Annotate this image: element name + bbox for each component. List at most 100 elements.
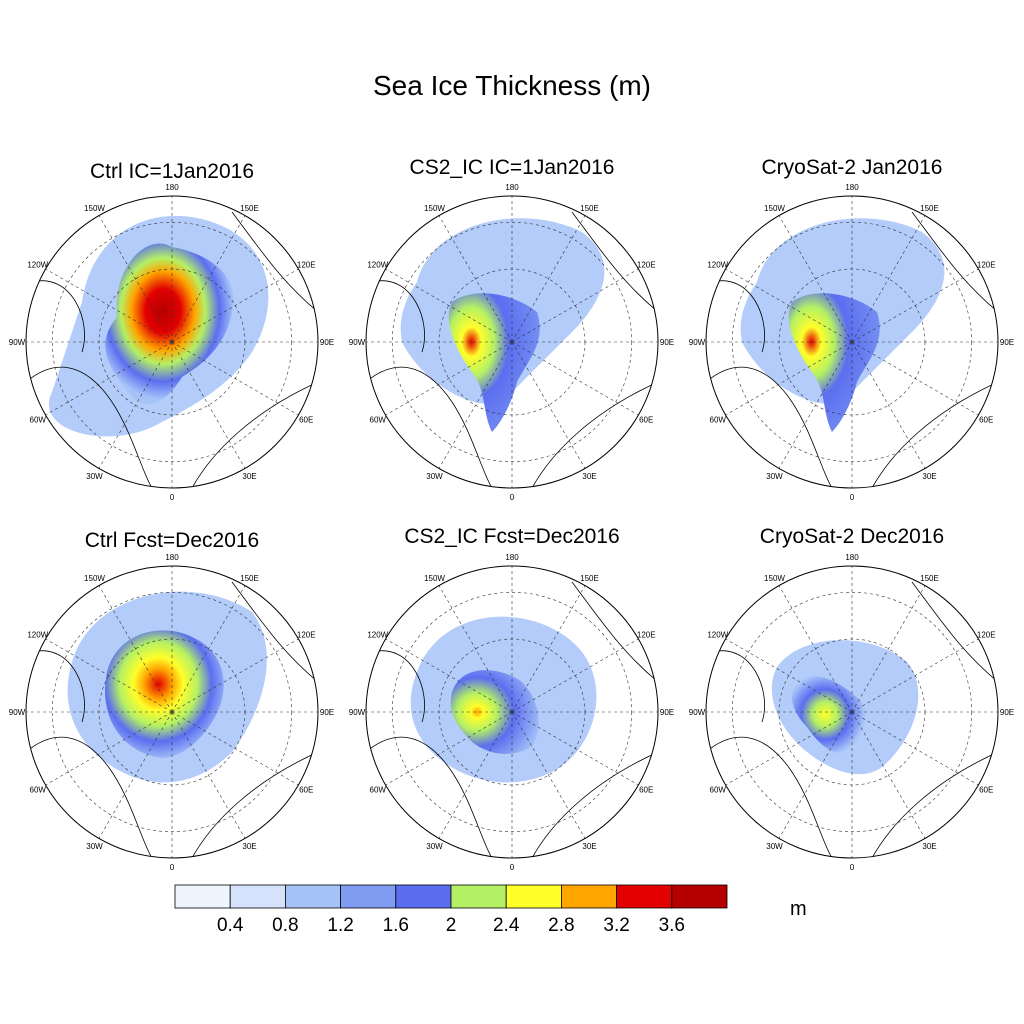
polar-map-2: 180 150E 120E 90E 60E 30E 0 30W 60W 90W 120W 150W [349,183,674,502]
longitude-label: 30W [766,472,783,481]
longitude-label: 150W [424,574,445,583]
longitude-label: 150W [424,204,445,213]
longitude-label: 60E [299,416,313,425]
coastline-siberia [231,211,318,313]
longitude-label: 180 [165,553,179,562]
meridian-line [851,215,926,343]
longitude-label: 0 [510,493,515,502]
meridian-line [511,341,586,469]
colorbar-swatch [395,884,452,909]
longitude-label: 60E [299,786,313,795]
longitude-label: 120W [27,261,48,270]
meridian-line [851,585,926,713]
coastline-europe [191,381,318,488]
meridian-line [725,341,853,416]
longitude-label: 90E [660,708,674,717]
meridian-line [385,268,513,343]
coastline-siberia [911,211,998,313]
meridian-line [171,638,299,713]
longitude-label: 0 [170,493,175,502]
longitude-label: 120E [977,261,996,270]
ice-extent-thick [105,630,224,758]
longitude-label: 60W [30,416,47,425]
meridian-line [511,638,639,713]
ice-extent-thick [105,243,234,405]
polar-map-3: 180 150E 120E 90E 60E 30E 0 30W 60W 90W 120W 150W [689,183,1014,502]
latitude-circle [98,268,246,416]
coastline-greenland [366,736,493,858]
coastline-siberia [911,581,998,683]
latitude-circle [778,268,926,416]
coastline-europe [531,381,658,488]
coastline-canada [371,650,425,723]
coastline-greenland [706,366,833,488]
panel-title-cryosat-jan: CryoSat-2 Jan2016 [761,156,943,179]
coastline-europe [191,751,318,858]
longitude-label: 30E [582,842,596,851]
longitude-label: 30E [922,842,936,851]
meridian-line [45,711,173,786]
longitude-label: 60W [710,786,727,795]
meridian-line [45,268,173,343]
polar-map-5: 180 150E 120E 90E 60E 30E 0 30W 60W 90W 120W 150W [349,553,674,872]
meridian-line [851,711,926,839]
latitude-circle [51,221,293,463]
coastline-greenland [26,366,153,488]
longitude-label: 30E [242,472,256,481]
longitude-label: 30W [86,472,103,481]
longitude-label: 120E [637,631,656,640]
meridian-line [171,585,246,713]
colorbar-swatch [340,884,397,909]
coastline-europe [531,751,658,858]
meridian-line [851,268,979,343]
meridian-line [511,215,586,343]
longitude-label: 120E [297,631,316,640]
colorbar-tick-label: 3.2 [603,915,630,936]
latitude-circle [438,268,586,416]
latitude-circle [391,221,633,463]
longitude-label: 150E [240,204,259,213]
meridian-line [511,711,586,839]
colorbar-tick-label: 2.8 [548,915,575,936]
longitude-label: 60E [639,786,653,795]
coastline-canada [711,650,765,723]
longitude-label: 150E [580,204,599,213]
meridian-line [438,585,513,713]
longitude-label: 60W [30,786,47,795]
longitude-label: 150W [764,204,785,213]
map-boundary [705,195,999,489]
colorbar-swatch [616,884,673,909]
colorbar-swatch [505,884,562,909]
meridian-line [725,268,853,343]
latitude-circle [731,221,973,463]
latitude-circle [438,638,586,786]
coastline-canada [31,280,85,353]
coastline-greenland [366,366,493,488]
meridian-line [45,638,173,713]
longitude-label: 30W [86,842,103,851]
longitude-label: 90W [349,708,366,717]
colorbar-swatch [671,884,728,909]
longitude-label: 180 [505,183,519,192]
longitude-label: 90W [689,708,706,717]
longitude-label: 120W [27,631,48,640]
longitude-label: 60E [979,786,993,795]
coastline-canada [371,280,425,353]
coastline-siberia [571,581,658,683]
longitude-label: 180 [845,553,859,562]
ice-extent-thick [791,675,867,753]
longitude-label: 60W [370,786,387,795]
map-boundary [705,565,999,859]
longitude-label: 120E [637,261,656,270]
map-boundary [25,565,319,859]
coastline-greenland [26,736,153,858]
longitude-label: 150E [920,574,939,583]
coastline-europe [871,751,998,858]
colorbar-swatch [561,884,618,909]
colorbar-tick-label: 1.2 [327,915,354,936]
colorbar-tick-label: 2 [445,915,457,936]
coastline-siberia [571,211,658,313]
panel-title-ctrl-ic: Ctrl IC=1Jan2016 [89,160,254,183]
figure-title: Sea Ice Thickness (m) [372,70,652,101]
